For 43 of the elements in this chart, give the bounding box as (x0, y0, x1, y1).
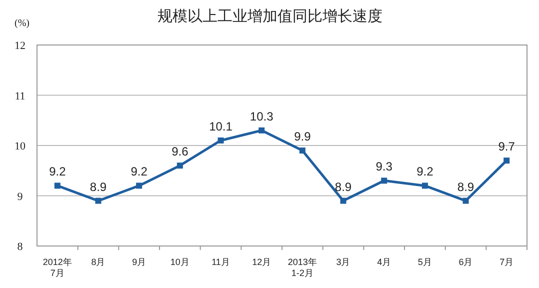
y-tick-label: 11 (14, 90, 26, 102)
y-axis-title: (%) (14, 18, 30, 29)
x-tick-label: 2012年 7月 (42, 257, 72, 278)
point (258, 127, 265, 134)
x-tick-label: 8月 (91, 257, 106, 267)
data-label: 9.9 (294, 130, 312, 144)
x-tick-label: 11月 (212, 257, 230, 267)
data-label: 9.7 (498, 140, 516, 154)
y-tick-label: 10 (14, 140, 26, 152)
chart-title: 规模以上工业增加值同比增长速度 (158, 8, 382, 25)
point (504, 158, 510, 164)
x-tick-label: 7月 (500, 257, 514, 267)
x-tick-label: 6月 (458, 257, 473, 267)
point (54, 182, 60, 189)
point (462, 198, 469, 204)
data-label: 9.2 (416, 164, 434, 179)
data-label: 9.3 (376, 160, 393, 174)
data-label: 10.3 (250, 109, 274, 124)
point (136, 182, 142, 189)
data-label: 8.9 (90, 180, 107, 194)
x-tick-label: 4月 (377, 257, 392, 267)
x-tick-label: 9月 (132, 257, 146, 267)
data-label: 8.9 (334, 180, 352, 194)
x-tick-label: 10月 (170, 257, 190, 267)
point (176, 162, 183, 169)
x-tick-label: 5月 (418, 257, 432, 267)
data-label: 9.2 (130, 164, 148, 179)
point (95, 198, 102, 204)
y-tick-label: 8 (17, 241, 24, 253)
data-label: 9.6 (172, 144, 189, 159)
data-label: 9.2 (49, 164, 66, 179)
x-tick-label: 12月 (252, 257, 272, 267)
point (218, 137, 224, 144)
data-label: 10.1 (209, 119, 233, 134)
point (340, 198, 346, 204)
y-tick-label: 12 (14, 40, 26, 52)
x-tick-label: 2013年 1-2月 (288, 257, 317, 278)
point (422, 182, 428, 189)
data-label: 8.9 (457, 180, 474, 194)
y-tick-label: 9 (17, 190, 24, 203)
point (381, 178, 388, 184)
x-tick-label: 3月 (336, 257, 350, 267)
point (299, 148, 306, 154)
